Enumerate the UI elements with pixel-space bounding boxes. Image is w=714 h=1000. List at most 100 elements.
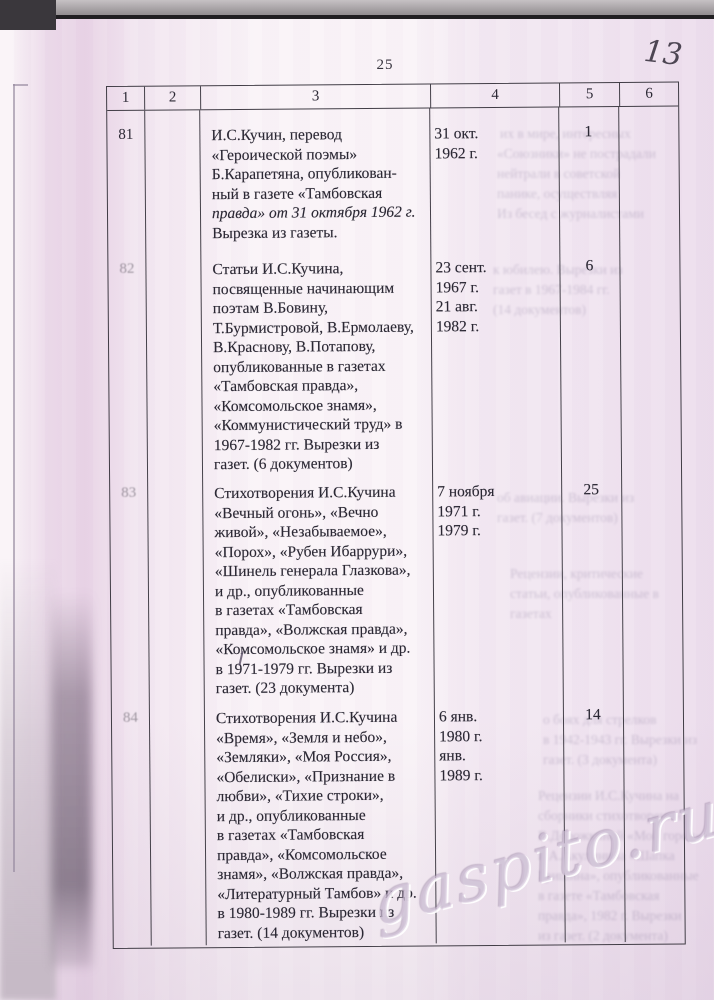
date-line: 1989 г. — [439, 766, 483, 784]
date-line: 31 окт. — [434, 125, 479, 143]
previous-page-table-edge — [13, 84, 15, 872]
description-line: В.Краснову, В.Потапову, — [212, 337, 376, 357]
entry-dates: 6 янв. 1980 г. янв. 1989 г. — [439, 706, 560, 785]
description-line: «Комсомольское знамя» и др. — [215, 639, 411, 659]
description-line: «Тамбовская правда», — [213, 377, 359, 396]
entry-sheet-count: 14 — [585, 706, 601, 724]
description-line: газет. (6 документов) — [213, 455, 353, 474]
previous-page-table-corner — [13, 84, 28, 86]
entry-dates: 7 ноября 1971 г. 1979 г. — [437, 481, 557, 540]
description-line: посвященные начинающим — [212, 279, 395, 298]
bleedthrough-text: «Союзники» не пострадали — [497, 146, 656, 161]
description-line: любви», «Тихие строки», — [216, 786, 384, 806]
scanner-edge-band — [0, 0, 714, 15]
entry-number: 81 — [118, 126, 134, 143]
bleedthrough-text: Гришина», опубликованные — [538, 868, 699, 883]
bleedthrough-text: в 1942-1943 гг. Вырезки из — [543, 732, 697, 747]
description-line: Стихотворения И.С.Кучина — [215, 708, 398, 728]
bleedthrough-text: (14 документов) — [493, 302, 587, 317]
description-line: «Вечный огонь», «Вечно — [214, 503, 379, 522]
description-line: «Шинель генерала Глазкова», — [214, 561, 411, 581]
description-line: в газетах «Тамбовская — [216, 825, 365, 845]
description-line: газет. (23 документа) — [215, 679, 355, 698]
book-gutter-shadow — [0, 560, 56, 1000]
date-line: 1971 г. — [437, 502, 481, 520]
description-line: И.С.Кучин, перевод — [211, 126, 343, 145]
book-fold-dark-bar — [52, 592, 92, 967]
entry-description: Статьи И.С.Кучина, посвященные начинающи… — [212, 258, 436, 474]
entry-sheet-count: 25 — [583, 481, 600, 499]
date-line: 1962 г. — [434, 144, 478, 162]
header-cell-1: 1 — [107, 86, 146, 110]
bleedthrough-text: в газете «Тамбовская — [538, 888, 660, 903]
entry-number: 83 — [121, 484, 137, 501]
column-divider — [199, 110, 208, 946]
bleedthrough-text: газетах — [510, 606, 552, 621]
date-line: 1980 г. — [439, 727, 483, 745]
description-line: «Комсомольское знамя», — [213, 396, 377, 415]
bleedthrough-text: Из бесед с журналистами — [497, 206, 644, 221]
description-line: опубликованные в газетах — [213, 357, 386, 376]
bleedthrough-text: их в мире, интересных — [500, 126, 631, 141]
date-line: 7 ноября — [437, 482, 495, 501]
date-line: 21 авг. — [435, 298, 478, 316]
description-line: «Героической поэмы» — [211, 145, 358, 164]
description-line: и др., опубликованные — [214, 581, 364, 600]
description-line: в 1971-1979 гг. Вырезки из — [215, 659, 393, 678]
header-cell-5: 5 — [559, 82, 621, 107]
entry-dates: 23 сент. 1967 г. 21 авг. 1982 г. — [435, 257, 556, 336]
bleedthrough-text: Рецензии, критические — [510, 566, 643, 581]
bleedthrough-text: об авиации. Вырезки из — [497, 490, 635, 505]
entry-description: И.С.Кучин, перевод «Героической поэмы» Б… — [211, 124, 434, 243]
description-line: «Время», «Земля и небо», — [216, 728, 387, 747]
bleedthrough-text: правда», 1982 г. Вырезки — [538, 908, 682, 923]
entry-number: 82 — [119, 260, 135, 277]
bottom-haze — [0, 720, 714, 1000]
entry-sheet-count: 6 — [585, 257, 594, 275]
description-line: и др., опубликованные — [216, 806, 366, 825]
page-number: 25 — [376, 57, 394, 73]
bleedthrough-text: сборники стихотворений — [538, 808, 682, 823]
description-line: поэтам В.Бовину, — [212, 299, 329, 318]
header-cell-6: 6 — [645, 85, 653, 102]
scanner-corner-dark — [0, 0, 56, 30]
description-line: Б.Карапетяна, опубликован- — [211, 164, 397, 184]
description-line: правда», «Волжская правда», — [215, 620, 408, 639]
description-line: «Коммунистический труд» в — [213, 415, 403, 435]
description-line: живой», «Незабываемое», — [214, 522, 387, 542]
bleedthrough-text: панике, осуществляя — [497, 186, 618, 201]
bleedthrough-text: Рецензии И.С.Кучина на — [538, 788, 679, 803]
header-cell-3: 3 — [201, 84, 432, 110]
entry-description: Стихотворения И.С.Кучина «Вечный огонь»,… — [214, 482, 438, 698]
bleedthrough-text: В.Дорожкиной «Мой город» — [538, 828, 702, 843]
bleedthrough-text: и А.Акулинина «Шапка — [538, 848, 675, 863]
column-divider — [144, 110, 153, 946]
date-line: 6 янв. — [438, 708, 478, 726]
description-line: 1967-1982 гг. Вырезки из — [213, 435, 380, 454]
date-line: 1979 г. — [437, 522, 481, 540]
description-line: ный в газете «Тамбовская — [211, 184, 383, 203]
description-line: «Обелиски», «Признание в — [216, 767, 396, 786]
bleedthrough-text: газет в 1967-1984 гг. — [493, 282, 610, 297]
bleedthrough-text: газет. (7 документов) — [497, 510, 618, 525]
header-cell-2: 2 — [145, 86, 202, 110]
entry-sheet-count: 1 — [584, 123, 593, 141]
description-line: Вырезка из газеты. — [212, 223, 338, 242]
description-line: Стихотворения И.С.Кучина — [214, 483, 396, 503]
description-line: Статьи И.С.Кучина, — [212, 260, 344, 279]
date-line: янв. — [439, 747, 466, 765]
bleedthrough-text: газет. (3 документа) — [543, 752, 657, 767]
bleedthrough-text: к юбилею. Вырезки из — [493, 262, 623, 277]
date-line: 1967 г. — [435, 278, 480, 296]
description-line: «Земляки», «Моя Россия», — [216, 747, 392, 767]
bleedthrough-text: о боях для стрелков — [543, 712, 657, 727]
entry-dates: 31 окт. 1962 г. — [434, 123, 554, 163]
bleedthrough-text: из газет. (2 документа) — [538, 928, 668, 943]
header-cell-4: 4 — [430, 83, 561, 108]
description-line: Т.Бурмистровой, В.Ермолаеву, — [212, 318, 414, 337]
description-line: «Порох», «Рубен Ибаррури», — [214, 542, 408, 561]
